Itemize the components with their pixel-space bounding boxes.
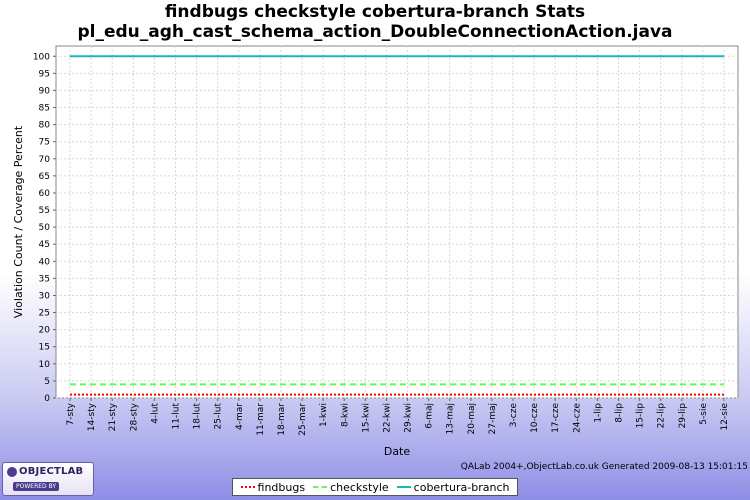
x-tick-label: 13-maj [446,403,456,434]
y-tick-label: 55 [39,206,50,216]
x-tick-label: 18-lut [193,403,203,430]
y-tick-label: 45 [39,240,50,250]
x-tick-label: 11-mar [256,403,266,436]
x-axis-label: Date [384,445,411,458]
logo-subtext: POWERED BY [13,482,60,491]
x-tick-label: 14-sty [87,402,97,431]
logo-text: OBJECTLAB [19,466,84,477]
x-tick-label: 4-mar [235,403,245,430]
objectlab-logo: OBJECTLAB POWERED BY [2,462,94,496]
y-tick-label: 0 [44,394,50,404]
y-tick-label: 35 [39,274,50,284]
x-tick-label: 24-cze [572,403,582,433]
chart-legend: findbugs checkstyle cobertura-branch [232,478,518,496]
x-tick-label: 8-kwi [340,403,350,427]
x-tick-label: 4-lut [150,403,160,424]
x-tick-label: 29-kwi [404,403,414,433]
x-tick-label: 28-sty [129,402,139,431]
grid [56,46,738,399]
x-tick-label: 21-sty [108,402,118,431]
legend-label: cobertura-branch [413,480,510,494]
y-tick-label: 15 [39,343,50,353]
chart-title-line1: findbugs checkstyle cobertura-branch Sta… [164,2,586,22]
y-tick-label: 20 [39,326,51,336]
x-tick-label: 22-kwi [382,403,392,433]
y-tick-label: 60 [39,189,51,199]
y-tick-label: 25 [39,309,50,319]
y-tick-label: 70 [39,155,51,165]
x-axis-ticks: 7-sty 14-sty 21-sty 28-sty 4-lut 11-lut 18-lut… [66,398,730,436]
y-tick-label: 30 [39,291,51,301]
x-tick-label: 17-cze [551,403,561,433]
y-axis-ticks: 0 5 10 15 20 25 30 35 40 45 50 55 60 65 70 75 80 85 90 95 10… [33,52,56,404]
logo-mark-icon [7,467,17,477]
y-tick-label: 80 [39,121,51,131]
legend-swatch [396,486,411,488]
y-tick-label: 90 [39,86,51,96]
x-tick-label: 10-cze [530,403,540,433]
x-tick-label: 5-sie [699,403,709,425]
y-tick-label: 95 [39,69,50,79]
x-tick-label: 11-lut [171,403,181,430]
x-tick-label: 25-mar [298,403,308,436]
x-tick-label: 1-lip [593,403,603,423]
y-tick-label: 85 [39,104,50,114]
y-tick-label: 5 [44,377,50,387]
x-tick-label: 12-sie [720,403,730,431]
x-tick-label: 18-mar [277,403,287,436]
x-tick-label: 27-maj [488,403,498,434]
series-lines [70,55,724,396]
y-tick-label: 40 [39,257,51,267]
legend-swatch [313,486,328,488]
x-tick-label: 1-kwi [319,403,329,427]
x-tick-label: 22-lip [657,403,667,429]
y-axis-label: Violation Count / Coverage Percent [12,125,25,318]
plot-area [55,45,739,399]
x-tick-label: 8-lip [615,403,625,423]
legend-item-cobertura-branch: cobertura-branch [396,480,510,494]
y-tick-label: 50 [39,223,51,233]
legend-item-checkstyle: checkstyle [313,481,389,494]
x-tick-label: 25-lut [214,403,224,430]
legend-label: findbugs [257,480,306,494]
y-tick-label: 10 [39,360,51,370]
y-tick-label: 75 [39,138,50,148]
x-tick-label: 20-maj [467,403,477,434]
x-tick-label: 3-cze [509,403,519,428]
legend-item-findbugs: findbugs [240,480,306,494]
x-tick-label: 29-lip [678,403,688,429]
chart-title-line2: pl_edu_agh_cast_schema_action_DoubleConn… [77,22,673,42]
y-tick-label: 100 [33,52,50,62]
x-tick-label: 15-kwi [361,403,371,433]
x-tick-label: 6-maj [425,403,435,429]
legend-swatch [240,486,255,488]
generated-note: QALab 2004+,ObjectLab.co.uk Generated 20… [460,462,748,472]
x-tick-label: 15-lip [636,403,646,429]
legend-label: checkstyle [330,480,389,494]
y-tick-label: 65 [39,172,50,182]
x-tick-label: 7-sty [66,402,76,425]
